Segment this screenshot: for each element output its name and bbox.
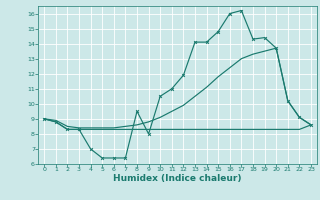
X-axis label: Humidex (Indice chaleur): Humidex (Indice chaleur) [113,174,242,183]
